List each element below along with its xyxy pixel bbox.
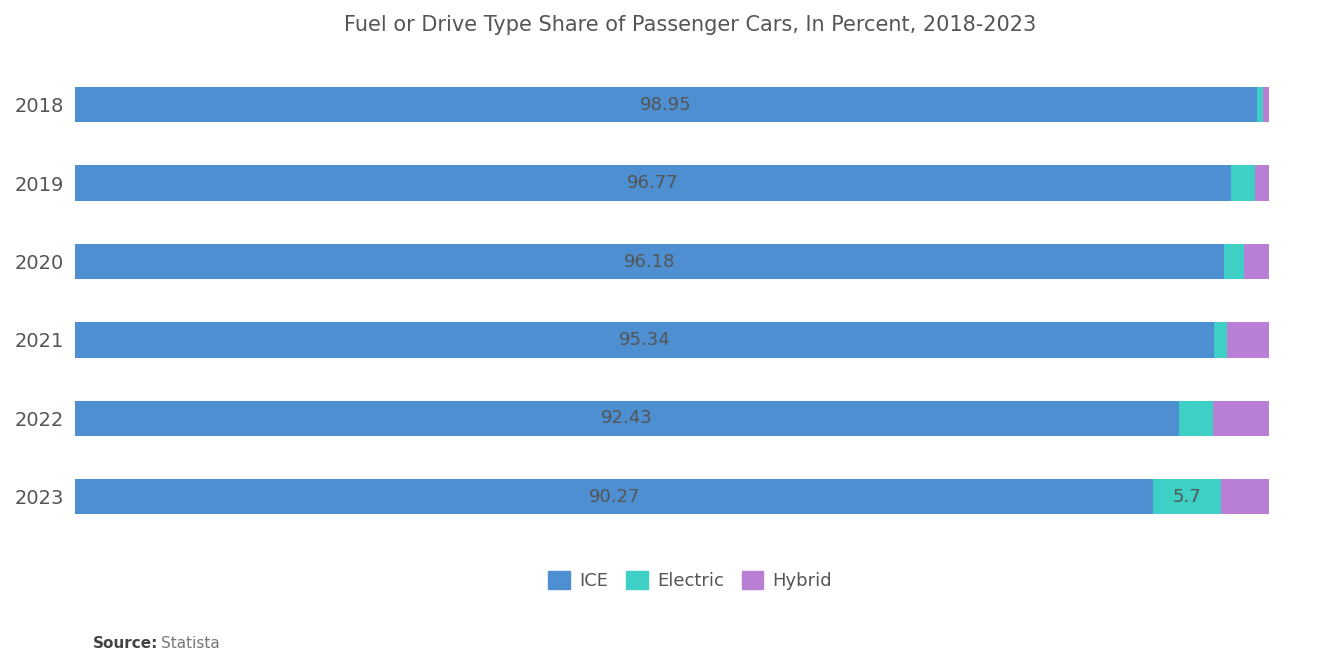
- Bar: [75, 479, 1154, 514]
- Text: 98.95: 98.95: [640, 96, 692, 114]
- Text: 96.18: 96.18: [624, 253, 676, 271]
- Bar: [1179, 400, 1213, 436]
- Bar: [1228, 323, 1270, 358]
- Bar: [1224, 244, 1245, 279]
- Bar: [1263, 87, 1270, 122]
- Text: 90.27: 90.27: [589, 487, 640, 505]
- Bar: [1257, 87, 1263, 122]
- Bar: [1245, 244, 1270, 279]
- Text: 5.7: 5.7: [1172, 487, 1201, 505]
- Bar: [75, 166, 1230, 201]
- Bar: [1213, 400, 1270, 436]
- Text: 96.77: 96.77: [627, 174, 678, 192]
- Legend: ICE, Electric, Hybrid: ICE, Electric, Hybrid: [541, 563, 840, 597]
- Bar: [75, 87, 1257, 122]
- Bar: [1230, 166, 1255, 201]
- Bar: [1255, 166, 1270, 201]
- Text: Source:: Source:: [92, 636, 158, 652]
- Text: Statista: Statista: [161, 636, 220, 652]
- Text: 95.34: 95.34: [619, 331, 671, 349]
- Bar: [75, 400, 1179, 436]
- Bar: [75, 323, 1213, 358]
- Title: Fuel or Drive Type Share of Passenger Cars, In Percent, 2018-2023: Fuel or Drive Type Share of Passenger Ca…: [345, 15, 1036, 35]
- Bar: [75, 244, 1224, 279]
- Bar: [1213, 323, 1228, 358]
- Text: 92.43: 92.43: [602, 409, 653, 428]
- Bar: [1221, 479, 1270, 514]
- Bar: [1154, 479, 1221, 514]
